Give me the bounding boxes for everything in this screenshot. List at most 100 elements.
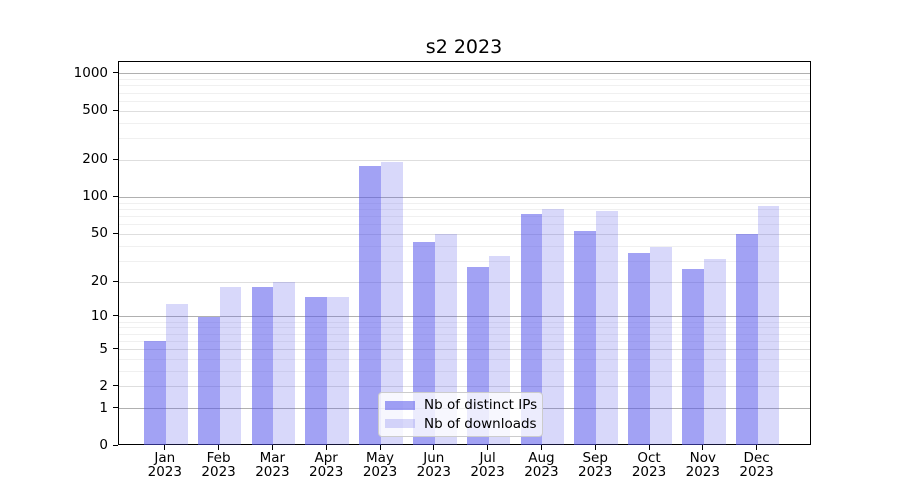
- bar-distinct-ips-oct: [628, 253, 650, 445]
- y-tick-label-10: 10: [90, 307, 108, 324]
- x-tick-label-sep: Sep 2023: [565, 450, 625, 479]
- gridline-minor-900: [119, 79, 810, 81]
- bar-downloads-feb: [219, 287, 242, 445]
- gridline-minor-60: [119, 224, 810, 226]
- gridline-minor-3: [119, 370, 810, 372]
- y-tick-500: [112, 109, 118, 111]
- x-tick-year: 2023: [631, 463, 667, 480]
- gridline-minor-9: [119, 321, 810, 323]
- bar-downloads-oct: [650, 247, 672, 445]
- y-tick-label-5: 5: [99, 340, 108, 357]
- y-tick-label-100: 100: [82, 188, 108, 205]
- gridline-20: [119, 281, 810, 283]
- x-tick-may: [379, 445, 381, 450]
- gridline-minor-80: [119, 208, 810, 210]
- x-tick-month: Mar: [259, 450, 286, 466]
- x-tick-jan: [164, 445, 166, 450]
- x-tick-month: Jun: [423, 450, 445, 466]
- y-tick-0: [112, 444, 118, 446]
- x-tick-year: 2023: [362, 463, 398, 480]
- x-tick-year: 2023: [201, 463, 236, 480]
- y-tick-label-0: 0: [99, 437, 108, 453]
- y-tick-100: [112, 195, 118, 197]
- x-tick-label-feb: Feb 2023: [189, 451, 249, 480]
- gridline-minor-40: [119, 245, 810, 247]
- x-tick-label-dec: Dec 2023: [727, 451, 787, 480]
- x-tick-year: 2023: [416, 463, 451, 480]
- plot-area: [118, 60, 811, 445]
- gridline-500: [119, 110, 810, 112]
- bar-downloads-may: [381, 161, 403, 445]
- x-tick-year: 2023: [255, 463, 290, 480]
- y-tick-label-50: 50: [90, 225, 108, 242]
- x-tick-month: Apr: [314, 450, 338, 466]
- gridline-minor-800: [119, 85, 810, 87]
- gridline-minor-7: [119, 333, 810, 335]
- bar-distinct-ips-aug: [520, 214, 543, 445]
- y-tick-label-200: 200: [82, 151, 108, 168]
- x-tick-apr: [325, 445, 327, 450]
- x-tick-label-jan: Jan 2023: [135, 451, 195, 480]
- gridline-2: [119, 386, 810, 388]
- y-tick-20: [112, 280, 118, 282]
- bar-downloads-dec: [757, 206, 780, 445]
- x-tick-oct: [648, 445, 650, 450]
- x-tick-label-may: May 2023: [350, 450, 410, 480]
- gridline-minor-600: [119, 100, 810, 102]
- legend: Nb of distinct IPs Nb of downloads: [378, 392, 543, 437]
- bar-downloads-apr: [327, 296, 349, 445]
- y-tick-50: [112, 232, 118, 234]
- gridline-200: [119, 159, 810, 161]
- x-tick-month: May: [366, 450, 394, 466]
- x-tick-month: Jul: [479, 450, 496, 466]
- gridline-minor-70: [119, 215, 810, 217]
- y-tick-10: [112, 315, 118, 317]
- y-tick-200: [112, 158, 118, 160]
- bar-distinct-ips-dec: [735, 234, 758, 445]
- gridline-5: [119, 349, 810, 350]
- bar-distinct-ips-mar: [251, 287, 274, 445]
- x-tick-year: 2023: [685, 463, 720, 480]
- bar-downloads-nov: [703, 259, 726, 445]
- x-tick-jul: [487, 445, 489, 450]
- y-tick-label-20: 20: [90, 273, 108, 290]
- gridline-minor-8: [119, 327, 810, 329]
- x-tick-year: 2023: [524, 463, 559, 480]
- y-tick-1000: [112, 72, 118, 74]
- x-tick-jun: [433, 445, 435, 450]
- gridline-minor-4: [119, 358, 810, 360]
- x-tick-dec: [756, 445, 758, 450]
- y-tick-label-2: 2: [99, 377, 108, 394]
- y-tick-2: [112, 385, 118, 387]
- gridline-minor-400: [119, 122, 810, 124]
- bar-downloads-jan: [165, 303, 188, 445]
- y-tick-label-500: 500: [82, 102, 108, 119]
- x-tick-month: Sep: [582, 450, 608, 466]
- legend-swatch-downloads: [385, 419, 415, 429]
- y-tick-1: [112, 407, 118, 409]
- y-tick-5: [112, 348, 118, 349]
- x-tick-nov: [702, 445, 704, 450]
- gridline-minor-90: [119, 202, 810, 204]
- x-tick-sep: [594, 445, 596, 450]
- x-tick-label-aug: Aug 2023: [511, 450, 571, 480]
- x-tick-year: 2023: [470, 463, 505, 480]
- x-tick-year: 2023: [739, 463, 774, 480]
- legend-entry-downloads: Nb of downloads: [385, 416, 537, 432]
- x-tick-mar: [271, 445, 273, 450]
- x-tick-label-nov: Nov 2023: [673, 450, 733, 480]
- bar-downloads-aug: [542, 209, 565, 445]
- gridline-minor-700: [119, 92, 810, 94]
- y-tick-label-1: 1: [99, 399, 108, 416]
- bar-downloads-mar: [273, 282, 296, 445]
- gridline-100: [119, 196, 810, 198]
- gridline-minor-300: [119, 138, 810, 140]
- x-tick-month: Aug: [528, 450, 555, 466]
- gridline-50: [119, 233, 810, 235]
- x-tick-month: Nov: [689, 450, 716, 466]
- legend-swatch-distinct-ips: [385, 400, 415, 410]
- x-tick-year: 2023: [147, 463, 182, 480]
- chart-title: s2 2023: [425, 36, 503, 58]
- bar-distinct-ips-sep: [574, 231, 597, 445]
